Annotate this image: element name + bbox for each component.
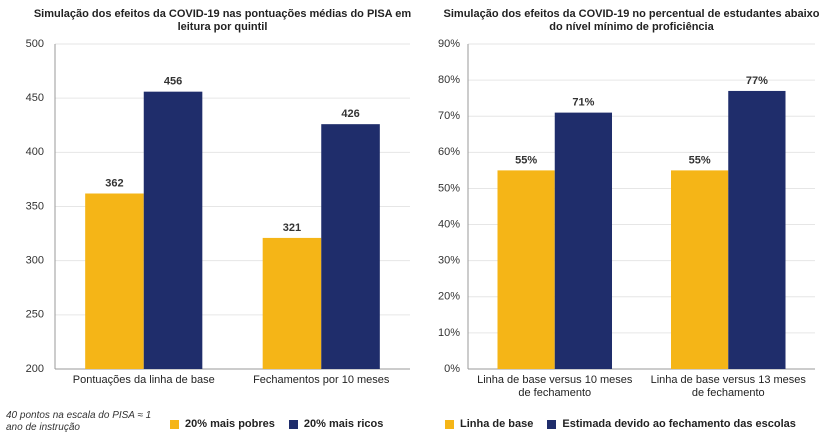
- legend-label: Estimada devido ao fechamento das escola…: [562, 418, 796, 430]
- legend-label: Linha de base: [460, 418, 534, 430]
- bar: [670, 170, 729, 369]
- bar: [85, 193, 144, 369]
- value-label: 426: [341, 108, 359, 120]
- legend: Linha de base Estimada devido ao fechamen…: [445, 418, 810, 430]
- value-label: 55%: [515, 154, 537, 166]
- legend-swatch: [445, 419, 454, 429]
- y-tick-label: 60%: [438, 146, 460, 158]
- bar: [143, 91, 203, 370]
- y-tick-label: 250: [26, 309, 44, 321]
- chart-title: Simulação dos efeitos da COVID-19 nas po…: [33, 8, 412, 33]
- y-tick-label: 0%: [444, 363, 460, 375]
- legend-label: 20% mais ricos: [303, 418, 384, 430]
- bar: [321, 124, 380, 370]
- legend-item: Linha de base: [445, 418, 533, 430]
- legend-swatch: [288, 419, 298, 429]
- y-tick-label: 30%: [438, 255, 460, 267]
- x-tick-label: Linha de base versus 13 meses de fechame…: [650, 374, 806, 399]
- value-label: 362: [105, 177, 123, 189]
- x-tick-label: Pontuações da linha de base: [72, 374, 215, 386]
- y-tick-label: 350: [26, 200, 44, 212]
- value-label: 55%: [689, 154, 711, 166]
- value-label: 77%: [746, 75, 768, 87]
- y-tick-label: 400: [26, 146, 44, 158]
- legend-swatch: [547, 419, 557, 429]
- annotation: 40 pontos na escala do PISA ≈ 1 ano de i…: [6, 410, 152, 433]
- bar: [728, 90, 786, 369]
- bar: [262, 237, 322, 369]
- x-tick-label: Linha de base versus 10 meses de fechame…: [477, 374, 633, 399]
- bar: [554, 112, 613, 369]
- legend-item: 20% mais ricos: [288, 418, 384, 430]
- y-tick-label: 90%: [438, 38, 460, 50]
- value-label: 456: [164, 76, 182, 88]
- value-label: 71%: [572, 97, 594, 109]
- bar: [497, 170, 555, 369]
- y-tick-label: 80%: [438, 74, 460, 86]
- y-tick-label: 500: [26, 38, 44, 50]
- y-tick-label: 300: [26, 255, 44, 267]
- y-tick-label: 10%: [438, 327, 460, 339]
- legend-swatch: [170, 419, 179, 429]
- legend-item: 20% mais pobres: [170, 418, 275, 430]
- legend-item: Estimada devido ao fechamento das escola…: [547, 418, 796, 430]
- chart-title: Simulação dos efeitos da COVID-19 no per…: [443, 8, 820, 33]
- y-tick-label: 200: [26, 363, 44, 375]
- y-tick-label: 50%: [438, 182, 460, 194]
- x-tick-label: Fechamentos por 10 meses: [253, 374, 390, 386]
- y-tick-label: 70%: [438, 110, 460, 122]
- legend-label: 20% mais pobres: [185, 418, 275, 430]
- y-tick-label: 20%: [438, 291, 460, 303]
- legend: 20% mais pobres 20% mais ricos: [170, 418, 397, 430]
- y-tick-label: 40%: [438, 218, 460, 230]
- y-tick-label: 450: [26, 92, 44, 104]
- value-label: 321: [283, 222, 301, 234]
